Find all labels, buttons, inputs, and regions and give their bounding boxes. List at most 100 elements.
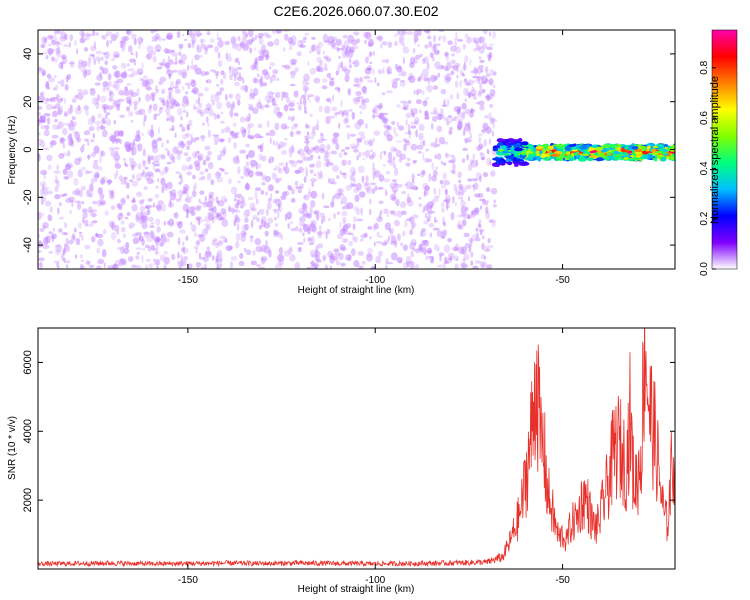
spectrogram-noise-blob xyxy=(204,263,207,269)
spectrogram-noise-blob xyxy=(438,136,445,145)
spectrogram-noise-blob xyxy=(459,79,462,88)
spectrogram-noise-blob xyxy=(383,117,389,124)
spectrogram-noise-blob xyxy=(426,202,429,211)
spectrogram-noise-blob xyxy=(444,117,449,122)
spectrogram-noise-blob xyxy=(417,151,423,154)
spectrogram-noise-blob xyxy=(193,103,196,111)
spectrogram-noise-blob xyxy=(348,240,353,247)
spectrogram-noise-blob xyxy=(214,94,220,103)
spectrogram-noise-blob xyxy=(453,183,457,187)
spectrogram-noise-blob xyxy=(163,221,167,226)
spectrogram-noise-blob xyxy=(180,254,183,262)
spectrogram-noise-blob xyxy=(140,173,145,176)
spectrogram-noise-blob xyxy=(369,149,373,153)
spectrogram-noise-blob xyxy=(197,219,201,226)
spectrogram-noise-blob xyxy=(160,141,164,148)
spectrogram-noise-blob xyxy=(135,232,142,236)
spectrogram-noise-blob xyxy=(413,58,419,64)
spectrogram-noise-blob xyxy=(352,234,356,242)
spectrogram-noise-blob xyxy=(152,235,155,240)
spectrogram-noise-blob xyxy=(64,84,69,91)
spectrogram-noise-blob xyxy=(464,55,469,63)
spectrogram-noise-blob xyxy=(169,192,177,201)
spectrogram-noise-blob xyxy=(172,146,179,155)
spectrogram-noise-blob xyxy=(141,172,144,177)
spectrogram-noise-blob xyxy=(341,44,346,51)
spectrogram-noise-blob xyxy=(324,105,331,114)
spectrogram-noise-blob xyxy=(356,154,359,161)
spectrogram-noise-blob xyxy=(54,186,59,193)
spectrogram-noise-blob xyxy=(404,132,411,135)
spectrogram-noise-blob xyxy=(154,193,160,199)
spectrogram-noise-blob xyxy=(217,154,222,161)
spectrogram-noise-blob xyxy=(206,79,212,84)
spectrogram-noise-blob xyxy=(268,95,271,99)
spectrogram-noise-blob xyxy=(113,224,120,232)
spectrogram-noise-blob xyxy=(120,62,127,69)
spectrogram-noise-blob xyxy=(362,85,367,95)
spectrogram-noise-blob xyxy=(252,215,258,220)
snr-x-label: Height of straight line (km) xyxy=(298,584,415,595)
spectrogram-noise-blob xyxy=(313,209,320,216)
spectrogram-noise-blob xyxy=(480,254,486,260)
spectrogram-signal-blob xyxy=(606,152,611,156)
spectrogram-noise-blob xyxy=(63,97,66,105)
spectrogram-noise-blob xyxy=(99,193,105,200)
spectrogram-noise-blob xyxy=(219,262,223,268)
spectrogram-noise-blob xyxy=(443,101,446,107)
spectrogram-noise-blob xyxy=(178,43,184,49)
spectrogram-noise-blob xyxy=(207,162,214,170)
spectrogram-noise-blob xyxy=(461,102,467,110)
spectrogram-noise-blob xyxy=(478,223,481,226)
spectrogram-noise-blob xyxy=(193,160,200,167)
spectrogram-noise-blob xyxy=(185,98,189,105)
spectrogram-noise-blob xyxy=(110,232,117,240)
spectrogram-signal-blob xyxy=(603,157,610,160)
spectrogram-noise-blob xyxy=(477,224,482,229)
spectrogram-noise-blob xyxy=(153,114,157,121)
spectrogram-noise-blob xyxy=(372,173,375,181)
spectrogram-signal-blob xyxy=(539,150,543,154)
spectrogram-noise-blob xyxy=(110,205,115,211)
spectrogram-noise-blob xyxy=(172,100,179,107)
spectrogram-noise-blob xyxy=(90,178,95,185)
spectrogram-noise-blob xyxy=(38,211,42,220)
spectrogram-noise-blob xyxy=(145,86,152,91)
spectrogram-signal-blob xyxy=(535,146,543,150)
spectrogram-noise-blob xyxy=(351,61,356,65)
spectrogram-noise-blob xyxy=(161,234,164,238)
spectrogram-noise-blob xyxy=(428,40,433,48)
spectrogram-noise-blob xyxy=(208,108,214,117)
spectrogram-noise-blob xyxy=(94,232,99,238)
spectrogram-noise-blob xyxy=(135,51,138,59)
spectrogram-noise-blob xyxy=(428,222,435,228)
spectrogram-noise-blob xyxy=(342,172,347,179)
spectrogram-noise-blob xyxy=(409,242,416,250)
spectrogram-noise-blob xyxy=(140,211,144,220)
spectrogram-noise-blob xyxy=(45,235,51,244)
spectrogram-noise-blob xyxy=(360,207,363,216)
spectrogram-noise-blob xyxy=(195,99,198,105)
spectrogram-noise-blob xyxy=(467,79,474,86)
spectrogram-noise-blob xyxy=(40,197,45,205)
spectrogram-noise-blob xyxy=(267,201,272,210)
spectrogram-noise-blob xyxy=(492,204,497,208)
spectrogram-noise-blob xyxy=(422,99,428,107)
spectrogram-noise-blob xyxy=(142,169,145,175)
spectrogram-noise-blob xyxy=(202,228,208,236)
spectrogram-noise-blob xyxy=(437,65,443,71)
spectrogram-noise-blob xyxy=(423,220,429,225)
spectrogram-noise-blob xyxy=(393,79,399,84)
spectrogram-noise-blob xyxy=(247,123,255,128)
spectrogram-noise-blob xyxy=(363,98,370,103)
spectrogram-noise-blob xyxy=(488,112,492,121)
spectrogram-noise-blob xyxy=(178,181,182,185)
spectrogram-noise-blob xyxy=(235,93,241,101)
spectrogram-noise-blob xyxy=(289,246,293,252)
spectrogram-noise-blob xyxy=(99,199,106,206)
spectrogram-noise-blob xyxy=(101,176,107,183)
spectrogram-noise-blob xyxy=(378,250,383,257)
spectrogram-noise-blob xyxy=(304,105,307,114)
spectrogram-noise-blob xyxy=(74,157,81,166)
spectrogram-noise-blob xyxy=(242,43,250,52)
